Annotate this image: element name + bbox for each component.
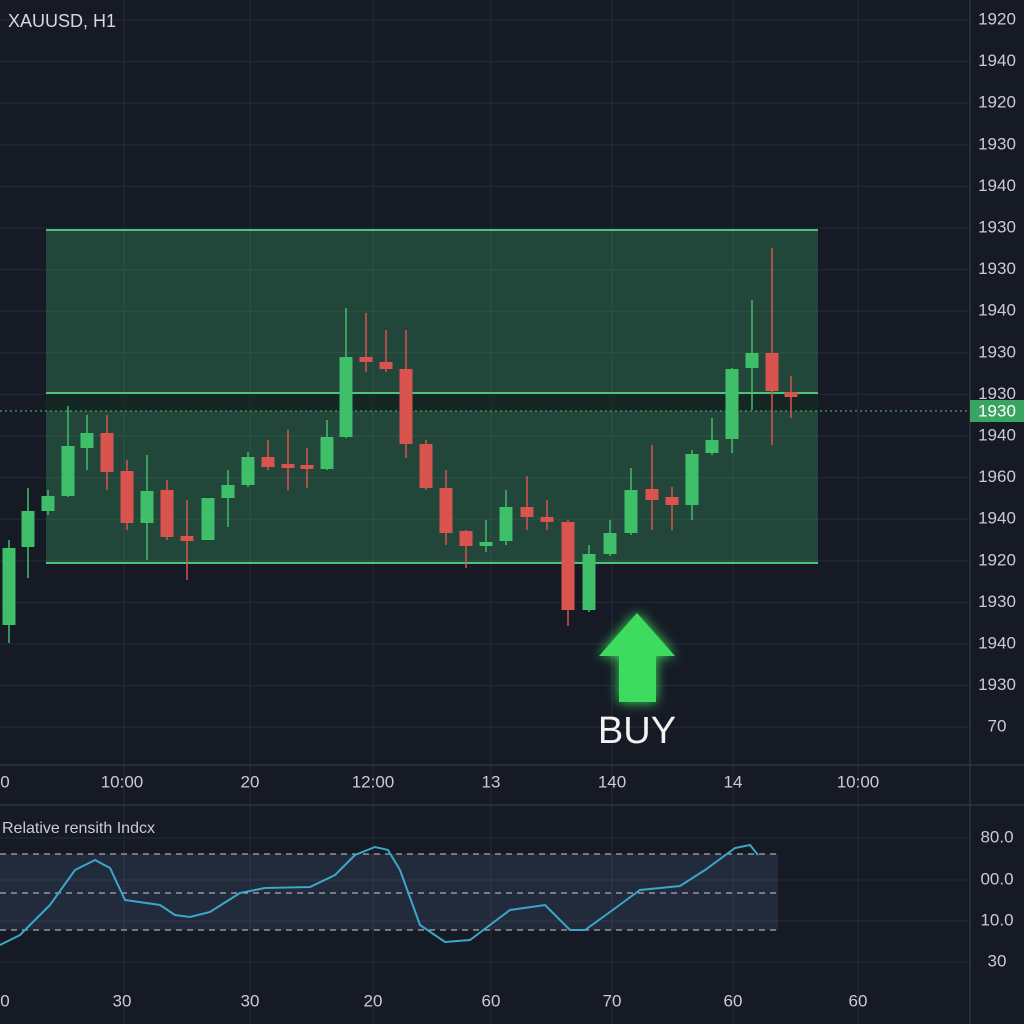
price-label: 1940 bbox=[978, 301, 1016, 320]
candle-body bbox=[665, 497, 679, 505]
candle-body bbox=[520, 507, 534, 517]
candle-body bbox=[339, 357, 353, 437]
rsi-axis-label: 00.0 bbox=[980, 869, 1013, 888]
candle-body bbox=[140, 491, 154, 523]
rsi-line bbox=[0, 843, 759, 946]
current-price-text: 1930 bbox=[978, 401, 1016, 420]
candle-body bbox=[784, 392, 798, 397]
candle-body bbox=[685, 454, 699, 505]
candle-body bbox=[80, 433, 94, 448]
candle-body bbox=[281, 464, 295, 468]
price-label: 1930 bbox=[978, 217, 1016, 236]
symbol-title: XAUUSD, H1 bbox=[8, 11, 116, 31]
time-label: 0 bbox=[0, 772, 9, 791]
zone-gap bbox=[46, 393, 818, 411]
indicator-title: Relative rensith Indcx bbox=[2, 820, 155, 837]
price-label: 1930 bbox=[978, 342, 1016, 361]
candle-body bbox=[241, 457, 255, 485]
candle-body bbox=[2, 548, 16, 625]
price-label: 1920 bbox=[978, 9, 1016, 28]
rsi-x-label: 30 bbox=[113, 991, 132, 1010]
candle-body bbox=[419, 444, 433, 488]
candle-body bbox=[201, 498, 215, 540]
rsi-x-label: 20 bbox=[364, 991, 383, 1010]
rsi-x-label: 60 bbox=[849, 991, 868, 1010]
price-label: 1940 bbox=[978, 425, 1016, 444]
price-label: 1930 bbox=[978, 134, 1016, 153]
candle-body bbox=[399, 369, 413, 444]
time-label: 10:00 bbox=[837, 772, 880, 791]
candle-body bbox=[320, 437, 334, 469]
candle-body bbox=[120, 471, 134, 523]
candle-body bbox=[300, 465, 314, 469]
rsi-axis-label: 80.0 bbox=[980, 827, 1013, 846]
candle-body bbox=[359, 357, 373, 362]
candle-body bbox=[582, 554, 596, 610]
candle-body bbox=[221, 485, 235, 498]
price-label: 1960 bbox=[978, 467, 1016, 486]
axis-labels: 1920194019201930194019301930194019301930… bbox=[0, 9, 1016, 1010]
price-label: 1940 bbox=[978, 633, 1016, 652]
rsi-axis-label: 30 bbox=[988, 951, 1007, 970]
rsi-x-label: 70 bbox=[603, 991, 622, 1010]
time-label: 10:00 bbox=[101, 772, 144, 791]
candle-body bbox=[439, 488, 453, 533]
price-label: 1930 bbox=[978, 384, 1016, 403]
price-label: 1940 bbox=[978, 176, 1016, 195]
price-label: 1930 bbox=[978, 259, 1016, 278]
candle-body bbox=[459, 531, 473, 546]
candle-body bbox=[180, 536, 194, 541]
buy-label: BUY bbox=[598, 710, 676, 752]
candle-body bbox=[261, 457, 275, 467]
buy-arrow bbox=[599, 613, 675, 702]
price-label: 1920 bbox=[978, 93, 1016, 112]
time-label: 12:00 bbox=[352, 772, 395, 791]
price-label: 1930 bbox=[978, 592, 1016, 611]
candle-body bbox=[41, 496, 55, 511]
time-label: 20 bbox=[241, 772, 260, 791]
candle-body bbox=[100, 433, 114, 472]
time-label: 140 bbox=[598, 772, 626, 791]
rsi-x-label: 60 bbox=[482, 991, 501, 1010]
candle-body bbox=[21, 511, 35, 547]
candle-body bbox=[61, 446, 75, 496]
rsi-axis-label: 10.0 bbox=[980, 910, 1013, 929]
price-label: 1930 bbox=[978, 675, 1016, 694]
candle-body bbox=[765, 353, 779, 391]
price-label: 1920 bbox=[978, 550, 1016, 569]
time-label: 13 bbox=[482, 772, 501, 791]
current-price-tag bbox=[970, 400, 1024, 422]
price-label: 1940 bbox=[978, 51, 1016, 70]
grid bbox=[0, 0, 970, 1024]
candle-body bbox=[499, 507, 513, 541]
candles bbox=[2, 248, 798, 643]
rsi-x-label: 60 bbox=[724, 991, 743, 1010]
rsi-x-label: 0 bbox=[0, 991, 9, 1010]
candle-body bbox=[745, 353, 759, 368]
price-label: 1940 bbox=[978, 509, 1016, 528]
candle-body bbox=[561, 522, 575, 610]
candle-body bbox=[603, 533, 617, 554]
candle-body bbox=[479, 542, 493, 546]
time-label: 14 bbox=[724, 772, 743, 791]
candle-body bbox=[160, 490, 174, 537]
candle-body bbox=[645, 489, 659, 500]
price-label: 70 bbox=[988, 717, 1007, 736]
candle-body bbox=[624, 490, 638, 533]
rsi-x-label: 30 bbox=[241, 991, 260, 1010]
candle-body bbox=[379, 362, 393, 369]
candle-body bbox=[540, 517, 554, 522]
rsi-band bbox=[0, 854, 778, 930]
candle-body bbox=[705, 440, 719, 453]
candle-body bbox=[725, 369, 739, 439]
